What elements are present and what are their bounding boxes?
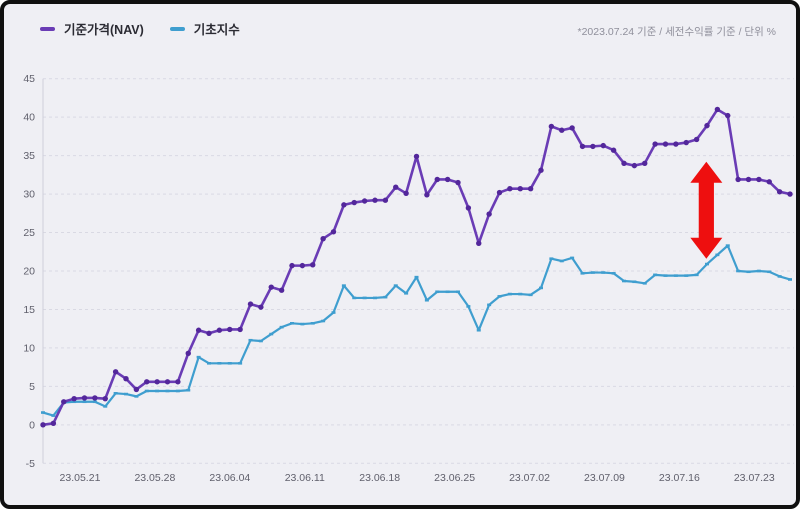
- index-legend-label: 기초지수: [193, 23, 240, 37]
- svg-text:23.07.02: 23.07.02: [509, 472, 550, 484]
- as-of-note: *2023.07.24 기준 / 세전수익률 기준 / 단위 %: [577, 26, 777, 38]
- svg-text:0: 0: [29, 419, 35, 431]
- index-dash-icon: [169, 26, 185, 31]
- legend-item-index[interactable]: 기초지수: [169, 19, 240, 38]
- legend: 기준가격(NAV) 기초지수: [40, 19, 240, 38]
- svg-text:23.06.25: 23.06.25: [434, 472, 475, 484]
- legend-item-nav[interactable]: 기준가격(NAV): [40, 19, 144, 38]
- gap-arrow-annotation: [690, 161, 723, 259]
- svg-text:20: 20: [23, 266, 35, 278]
- svg-text:23.06.18: 23.06.18: [359, 472, 400, 484]
- svg-text:45: 45: [23, 73, 35, 85]
- svg-text:25: 25: [23, 227, 35, 239]
- svg-text:30: 30: [23, 189, 35, 201]
- svg-text:23.07.23: 23.07.23: [734, 472, 775, 484]
- svg-text:23.07.09: 23.07.09: [584, 472, 625, 484]
- svg-text:15: 15: [23, 304, 35, 316]
- svg-text:23.06.04: 23.06.04: [209, 472, 250, 484]
- gridlines: [42, 78, 794, 464]
- svg-text:23.07.16: 23.07.16: [659, 472, 700, 484]
- svg-text:-5: -5: [26, 458, 35, 470]
- svg-text:35: 35: [23, 150, 35, 162]
- x-axis-labels: 23.05.21 23.05.28 23.06.04 23.06.11 23.06.18…: [60, 472, 775, 484]
- svg-text:23.05.28: 23.05.28: [134, 472, 175, 484]
- svg-text:40: 40: [23, 112, 35, 124]
- svg-text:5: 5: [29, 381, 35, 393]
- nav-line-series: [40, 106, 793, 428]
- svg-text:23.06.11: 23.06.11: [285, 472, 325, 484]
- nav-legend-label: 기준가격(NAV): [64, 23, 144, 37]
- nav-dash-icon: [40, 26, 55, 31]
- svg-text:10: 10: [23, 342, 35, 354]
- svg-text:23.05.21: 23.05.21: [60, 472, 101, 484]
- y-axis-labels: 45 40 35 30 25 20 15 10 5 0 -5: [23, 73, 35, 470]
- index-line-series: [41, 244, 792, 417]
